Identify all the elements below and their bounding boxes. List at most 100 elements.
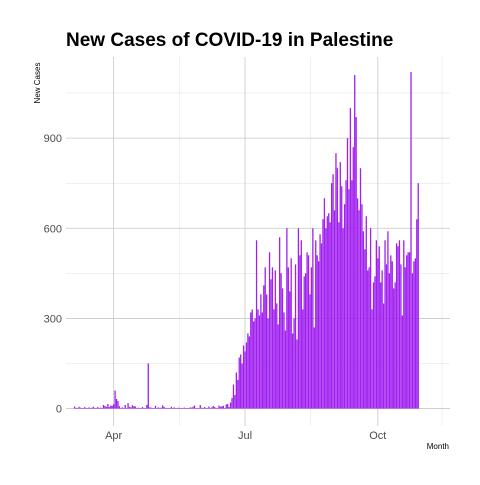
bar	[118, 406, 121, 409]
bar	[277, 324, 279, 409]
bar	[76, 407, 79, 409]
bar	[398, 240, 401, 409]
bar	[361, 204, 363, 409]
bar	[98, 407, 100, 409]
bar	[255, 240, 258, 409]
bar	[297, 228, 300, 409]
bar	[372, 282, 375, 409]
bar	[339, 162, 341, 409]
bar	[263, 285, 265, 409]
bar	[292, 333, 294, 409]
bar	[330, 183, 333, 409]
bar	[186, 407, 188, 409]
bar	[75, 407, 77, 409]
bar	[400, 264, 402, 409]
bar	[134, 406, 136, 409]
bar	[201, 407, 203, 409]
bar	[242, 345, 245, 409]
bar	[94, 407, 96, 409]
bar	[273, 309, 275, 409]
bar	[289, 291, 291, 409]
bar	[88, 407, 90, 409]
bar	[270, 279, 272, 409]
bar	[257, 309, 259, 409]
bar	[325, 228, 327, 409]
bar	[312, 228, 314, 409]
bar	[84, 407, 86, 409]
bar	[247, 333, 249, 409]
bar	[367, 270, 369, 409]
bar	[286, 228, 288, 409]
bar	[232, 384, 235, 409]
bar	[146, 404, 148, 409]
bar	[414, 258, 416, 409]
bar	[195, 407, 197, 409]
bar	[417, 183, 419, 409]
bar	[203, 407, 206, 409]
bar	[185, 407, 187, 409]
bar	[253, 321, 255, 409]
bar	[356, 198, 359, 409]
bar	[202, 407, 204, 409]
bar	[124, 404, 126, 409]
bar	[229, 402, 232, 409]
bar	[309, 294, 311, 409]
bar	[280, 273, 282, 409]
bar	[100, 407, 102, 409]
x-tick-label: Oct	[369, 430, 386, 442]
bar	[227, 404, 229, 409]
bar	[384, 240, 386, 409]
bar	[166, 407, 168, 409]
bar	[294, 264, 297, 409]
bar	[102, 404, 105, 409]
bar	[267, 318, 269, 409]
bar	[307, 255, 310, 409]
bar	[281, 288, 284, 409]
bar	[306, 252, 308, 409]
bar	[266, 294, 268, 409]
bar	[141, 407, 144, 409]
bar	[111, 405, 113, 409]
bar	[401, 315, 404, 409]
bar	[248, 336, 250, 409]
bar	[343, 204, 346, 409]
bar	[214, 407, 216, 409]
bar	[345, 180, 347, 409]
bar	[81, 407, 83, 409]
bar	[136, 407, 138, 409]
bar	[315, 240, 317, 409]
bar	[131, 405, 134, 409]
bar	[170, 406, 173, 409]
grid-major	[66, 57, 450, 426]
bar	[154, 405, 157, 409]
bar	[365, 216, 367, 409]
bar	[237, 380, 239, 409]
bar	[143, 407, 145, 409]
bar	[408, 252, 411, 409]
bar	[193, 405, 196, 409]
bar	[209, 407, 212, 409]
bar	[410, 72, 412, 409]
bar	[105, 406, 108, 409]
bar	[264, 267, 266, 409]
bar	[332, 174, 334, 409]
bars	[74, 72, 419, 409]
bar	[335, 153, 337, 409]
bar	[404, 267, 406, 409]
bar	[196, 407, 199, 409]
bar	[189, 407, 191, 409]
bar	[279, 237, 281, 409]
bar	[234, 395, 236, 409]
bar	[341, 186, 343, 409]
bar	[219, 406, 222, 409]
bar	[173, 407, 175, 409]
bar	[121, 407, 123, 409]
bar	[351, 180, 353, 409]
bar	[180, 407, 183, 409]
bar	[231, 398, 233, 409]
bar	[117, 401, 119, 409]
bar	[167, 407, 170, 409]
bar	[87, 407, 89, 409]
bar	[333, 210, 336, 409]
y-tick-label: 300	[44, 313, 62, 325]
